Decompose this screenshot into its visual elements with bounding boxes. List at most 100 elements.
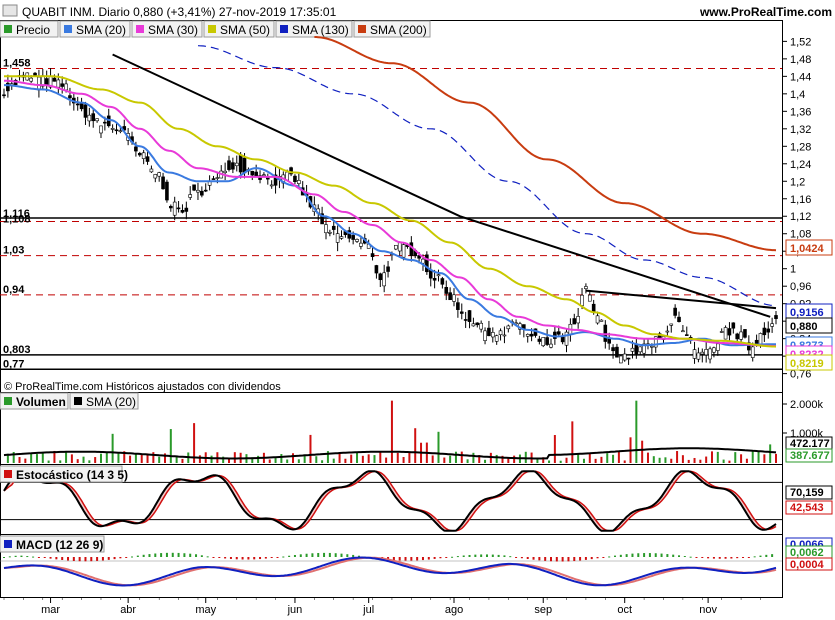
level-label-1: 1,116 xyxy=(3,208,30,220)
candle xyxy=(440,278,445,285)
candle xyxy=(355,239,359,242)
volume-bar xyxy=(181,458,184,463)
macd-histogram-bar xyxy=(596,557,599,559)
volume-bar xyxy=(646,452,649,463)
macd-histogram-bar xyxy=(468,554,471,557)
macd-histogram-bar xyxy=(759,555,762,557)
macd-histogram-bar xyxy=(171,552,174,557)
legend-swatch-1 xyxy=(136,25,144,33)
macd-histogram-bar xyxy=(136,555,139,557)
candle xyxy=(560,336,565,343)
candle xyxy=(176,207,181,210)
macd-histogram-bar xyxy=(491,554,494,557)
candle xyxy=(436,274,441,277)
candle xyxy=(452,294,456,302)
volume-bar xyxy=(676,451,679,463)
volume-bar xyxy=(612,454,615,463)
candle xyxy=(242,157,247,174)
y-tick-label-10: 1,12 xyxy=(790,211,811,223)
volume-bar xyxy=(402,457,405,463)
macd-histogram-bar xyxy=(631,553,634,557)
volume-bar xyxy=(292,453,295,463)
volume-bar xyxy=(76,459,79,463)
last-value-label-1: 0,9156 xyxy=(790,307,824,319)
macd-histogram-bar xyxy=(736,557,739,559)
candle xyxy=(351,235,355,240)
candle xyxy=(735,333,740,340)
candle xyxy=(320,213,324,225)
macd-histogram-bar xyxy=(526,557,529,559)
macd-histogram-bar xyxy=(538,557,541,561)
macd-histogram-bar xyxy=(718,557,721,559)
macd-histogram-bar xyxy=(78,557,81,562)
macd-histogram-bar xyxy=(683,556,686,558)
volume-bar xyxy=(728,460,731,463)
macd-histogram-bar xyxy=(404,557,407,561)
site-label: www.ProRealTime.com xyxy=(699,5,832,19)
price-axis: 1,52 1,48 1,44 1,4 1,36 1,32 1,28 1,24 1,2 1,16 1,… xyxy=(782,36,833,381)
volume-bar xyxy=(600,456,603,463)
candle xyxy=(487,327,491,337)
candle xyxy=(192,184,196,191)
macd-histogram-bar xyxy=(724,557,727,559)
candle xyxy=(254,171,258,177)
candle xyxy=(95,118,99,122)
candle xyxy=(157,172,161,177)
candle xyxy=(203,189,208,192)
candle xyxy=(630,347,635,352)
candle xyxy=(681,330,685,333)
volume-bar xyxy=(309,434,312,463)
time-axis: mar abr may jun jul ago sep oct nov xyxy=(3,598,761,616)
macd-histogram-bar xyxy=(96,557,99,561)
candle xyxy=(91,113,96,122)
volume-legend: Volumen SMA (20) xyxy=(0,392,139,410)
candle xyxy=(750,346,755,358)
candle xyxy=(719,331,724,333)
macd-histogram-bar xyxy=(229,557,232,559)
y-tick-label-11: 1,08 xyxy=(790,229,811,241)
macd-histogram-bar xyxy=(101,557,104,561)
macd-histogram-bar xyxy=(567,557,570,562)
macd-histogram-bar xyxy=(520,557,523,559)
stoch-last-0: 70,159 xyxy=(790,487,824,499)
menu-icon[interactable] xyxy=(2,4,18,17)
macd-histogram-bar xyxy=(49,557,52,559)
y-tick-label-14: 0,96 xyxy=(790,281,811,293)
last-value-box-5 xyxy=(785,354,833,371)
candle xyxy=(335,233,340,243)
stochastic-legend: Estocástico (14 3 5) xyxy=(0,465,128,483)
candle xyxy=(324,224,328,234)
volume-bar xyxy=(641,440,644,463)
volume-bar xyxy=(582,458,585,463)
volume-bar xyxy=(146,453,149,463)
macd-histogram-bar xyxy=(218,557,221,558)
macd-histogram-bar xyxy=(323,552,326,557)
candle xyxy=(184,207,189,212)
legend-label-4: SMA (200) xyxy=(370,23,427,37)
candle xyxy=(483,330,487,341)
candle xyxy=(374,265,379,274)
macd-histogram-bar xyxy=(660,553,663,557)
candle xyxy=(227,160,231,170)
macd-histogram-bar xyxy=(177,552,180,557)
candle xyxy=(52,77,57,82)
volume-bar xyxy=(513,455,516,463)
candle xyxy=(172,201,177,216)
volume-bar xyxy=(495,454,498,463)
candle xyxy=(650,345,654,348)
candle xyxy=(339,236,344,239)
candle xyxy=(774,315,778,319)
volume-bar xyxy=(158,456,161,463)
volume-bar xyxy=(88,460,91,463)
volume-bar xyxy=(559,460,562,463)
candle xyxy=(712,347,716,353)
candle xyxy=(580,294,584,306)
y-tick-label-3: 1,4 xyxy=(790,89,805,101)
level-label-2: 1,108 xyxy=(3,213,31,225)
volume-legend-label: Volumen xyxy=(16,395,66,409)
candle xyxy=(293,175,297,182)
macd-histogram-bar xyxy=(299,554,302,557)
candle xyxy=(6,82,10,92)
